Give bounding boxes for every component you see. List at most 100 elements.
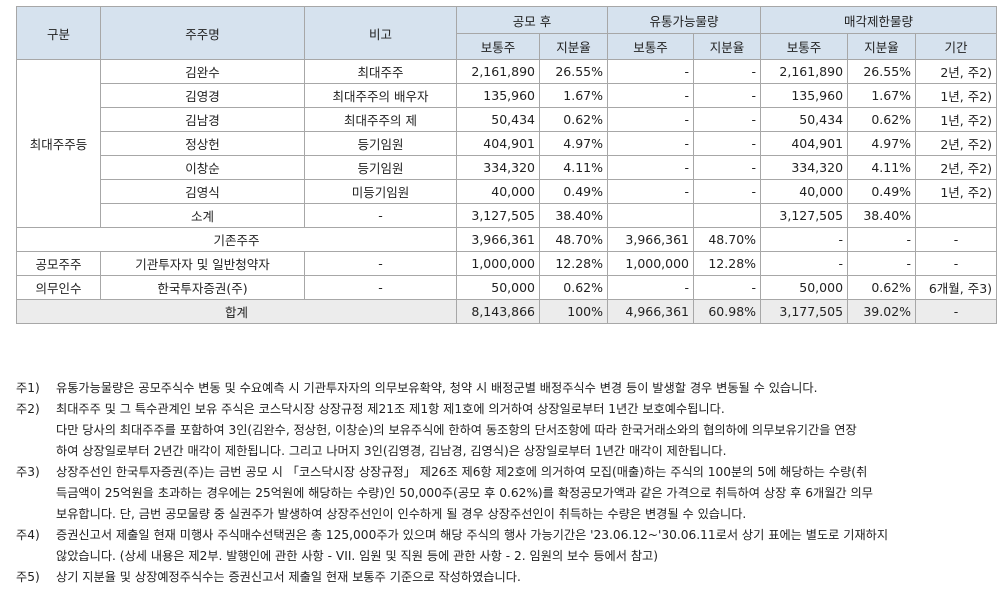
tradable-ratio-cell: 48.70% [693,227,762,252]
ratio-cell: 4.11% [538,155,609,180]
footnote-label: 주4) [16,528,40,542]
restricted-ratio-cell: 0.62% [847,107,917,132]
footnote-line: 보유합니다. 단, 금번 공모물량 중 실권주가 발생하여 상장주선인이 인수하… [56,507,747,521]
restricted-shares-cell: 50,434 [760,107,849,132]
underwriter-row: 의무인수 한국투자증권(주) - 50,000 0.62% - - 50,000… [16,275,998,300]
restricted-shares-cell: 50,000 [760,275,849,300]
holder-remark: 최대주주 [304,59,457,84]
tradable-ratio-cell [693,203,762,228]
tradable-shares-cell: - [607,59,695,84]
period-cell: - [915,299,998,324]
subtotal-remark: - [304,203,457,228]
group-underwriter: 의무인수 [16,275,101,300]
footnote-line: 유통가능물량은 공모주식수 변동 및 수요예측 시 기관투자자의 의무보유확약,… [56,381,818,395]
tradable-ratio-cell: - [693,275,762,300]
shares-cell: 404,901 [456,131,540,156]
footnote-label: 주2) [16,402,40,416]
tradable-shares-cell: - [607,155,695,180]
shares-cell: 8,143,866 [456,299,540,324]
shares-cell: 1,000,000 [456,251,540,276]
restricted-shares-cell: - [760,251,849,276]
footnote-line: 않았습니다. (상세 내용은 제2부. 발행인에 관한 사항 - VII. 임원… [56,549,659,563]
holder-name: 이창순 [100,155,305,180]
ratio-cell: 0.62% [538,107,609,132]
restricted-ratio-cell: 0.49% [847,179,917,204]
restricted-ratio-cell: 0.62% [847,275,917,300]
holder-remark: 최대주주의 배우자 [304,83,457,108]
ratio-cell: 12.28% [538,251,609,276]
header-holder: 주주명 [100,6,305,60]
tradable-ratio-cell: - [693,131,762,156]
holder-name: 김남경 [100,107,305,132]
tradable-shares-cell: - [607,107,695,132]
ratio-cell: 0.49% [538,179,609,204]
restricted-shares-cell: 135,960 [760,83,849,108]
public-row: 공모주주 기관투자자 및 일반청약자 - 1,000,000 12.28% 1,… [16,251,998,276]
shares-cell: 334,320 [456,155,540,180]
header-row-2: 보통주 지분율 보통주 지분율 보통주 지분율 기간 [17,33,998,60]
holder-name: 김영경 [100,83,305,108]
header-tradable: 유통가능물량 [607,6,762,34]
restricted-shares-cell: 404,901 [760,131,849,156]
period-cell: 1년, 주2) [915,83,998,108]
holder-name: 정상헌 [100,131,305,156]
existing-label: 기존주주 [16,227,457,252]
restricted-ratio-cell: 4.97% [847,131,917,156]
footnote-line: 상기 지분율 및 상장예정주식수는 증권신고서 제출일 현재 보통주 기준으로 … [56,570,521,584]
shares-cell: 2,161,890 [456,59,540,84]
holder-remark: 최대주주의 제 [304,107,457,132]
tradable-ratio-cell: - [693,59,762,84]
restricted-shares-cell: - [760,227,849,252]
total-label: 합계 [16,299,457,324]
subtotal-row: 소계 - 3,127,505 38.40% 3,127,505 38.40% [17,203,998,228]
period-cell: 6개월, 주3) [915,275,998,300]
header-ratio: 지분율 [693,33,762,60]
table-row: 최대주주등 김완수 최대주주 2,161,890 26.55% - - 2,16… [16,59,998,228]
tradable-shares-cell: - [607,83,695,108]
restricted-shares-cell: 334,320 [760,155,849,180]
holder-name: 김완수 [100,59,305,84]
footnote-line: 득금액이 25억원을 초과하는 경우에는 25억원에 해당하는 수량)인 50,… [56,486,873,500]
restricted-ratio-cell: 26.55% [847,59,917,84]
table-row: 이창순 등기임원 334,320 4.11% - - 334,320 4.11%… [17,155,998,180]
restricted-ratio-cell: 38.40% [847,203,917,228]
header-ratio: 지분율 [847,33,917,60]
share-lockup-table: 구분 주주명 비고 공모 후 유통가능물량 매각제한물량 보통주 지분율 보통주… [16,6,998,324]
header-shares: 보통주 [456,33,540,60]
header-period: 기간 [915,33,998,60]
tradable-ratio-cell: - [693,107,762,132]
restricted-ratio-cell: - [847,227,917,252]
footnote-5: 주5) 상기 지분율 및 상장예정주식수는 증권신고서 제출일 현재 보통주 기… [16,567,996,588]
header-ratio: 지분율 [538,33,609,60]
restricted-ratio-cell: 1.67% [847,83,917,108]
tradable-shares-cell: - [607,275,695,300]
period-cell: - [915,227,998,252]
footnote-4: 주4) 증권신고서 제출일 현재 미행사 주식매수선택권은 총 125,000주… [16,525,996,567]
shares-cell: 50,000 [456,275,540,300]
ratio-cell: 38.40% [538,203,609,228]
footnote-3: 주3) 상장주선인 한국투자증권(주)는 금번 공모 시 「코스닥시장 상장규정… [16,462,996,525]
tradable-shares-cell: 4,966,361 [607,299,695,324]
shares-cell: 135,960 [456,83,540,108]
footnote-line: 다만 당사의 최대주주를 포함하여 3인(김완수, 정상헌, 이창순)의 보유주… [56,423,857,437]
restricted-ratio-cell: - [847,251,917,276]
total-row: 합계 8,143,866 100% 4,966,361 60.98% 3,177… [16,299,998,324]
ratio-cell: 4.97% [538,131,609,156]
header-shares: 보통주 [607,33,695,60]
header-group: 구분 [16,6,101,60]
holder-remark: 등기임원 [304,131,457,156]
shares-cell: 3,127,505 [456,203,540,228]
restricted-ratio-cell: 4.11% [847,155,917,180]
footnotes: 주1) 유통가능물량은 공모주식수 변동 및 수요예측 시 기관투자자의 의무보… [16,378,996,588]
tradable-ratio-cell: 60.98% [693,299,762,324]
restricted-shares-cell: 3,177,505 [760,299,849,324]
header-shares: 보통주 [760,33,849,60]
holder-name: 한국투자증권(주) [100,275,305,300]
shares-cell: 40,000 [456,179,540,204]
ratio-cell: 1.67% [538,83,609,108]
header-remark: 비고 [304,6,457,60]
period-cell: 2년, 주2) [915,59,998,84]
shares-cell: 3,966,361 [456,227,540,252]
ratio-cell: 0.62% [538,275,609,300]
